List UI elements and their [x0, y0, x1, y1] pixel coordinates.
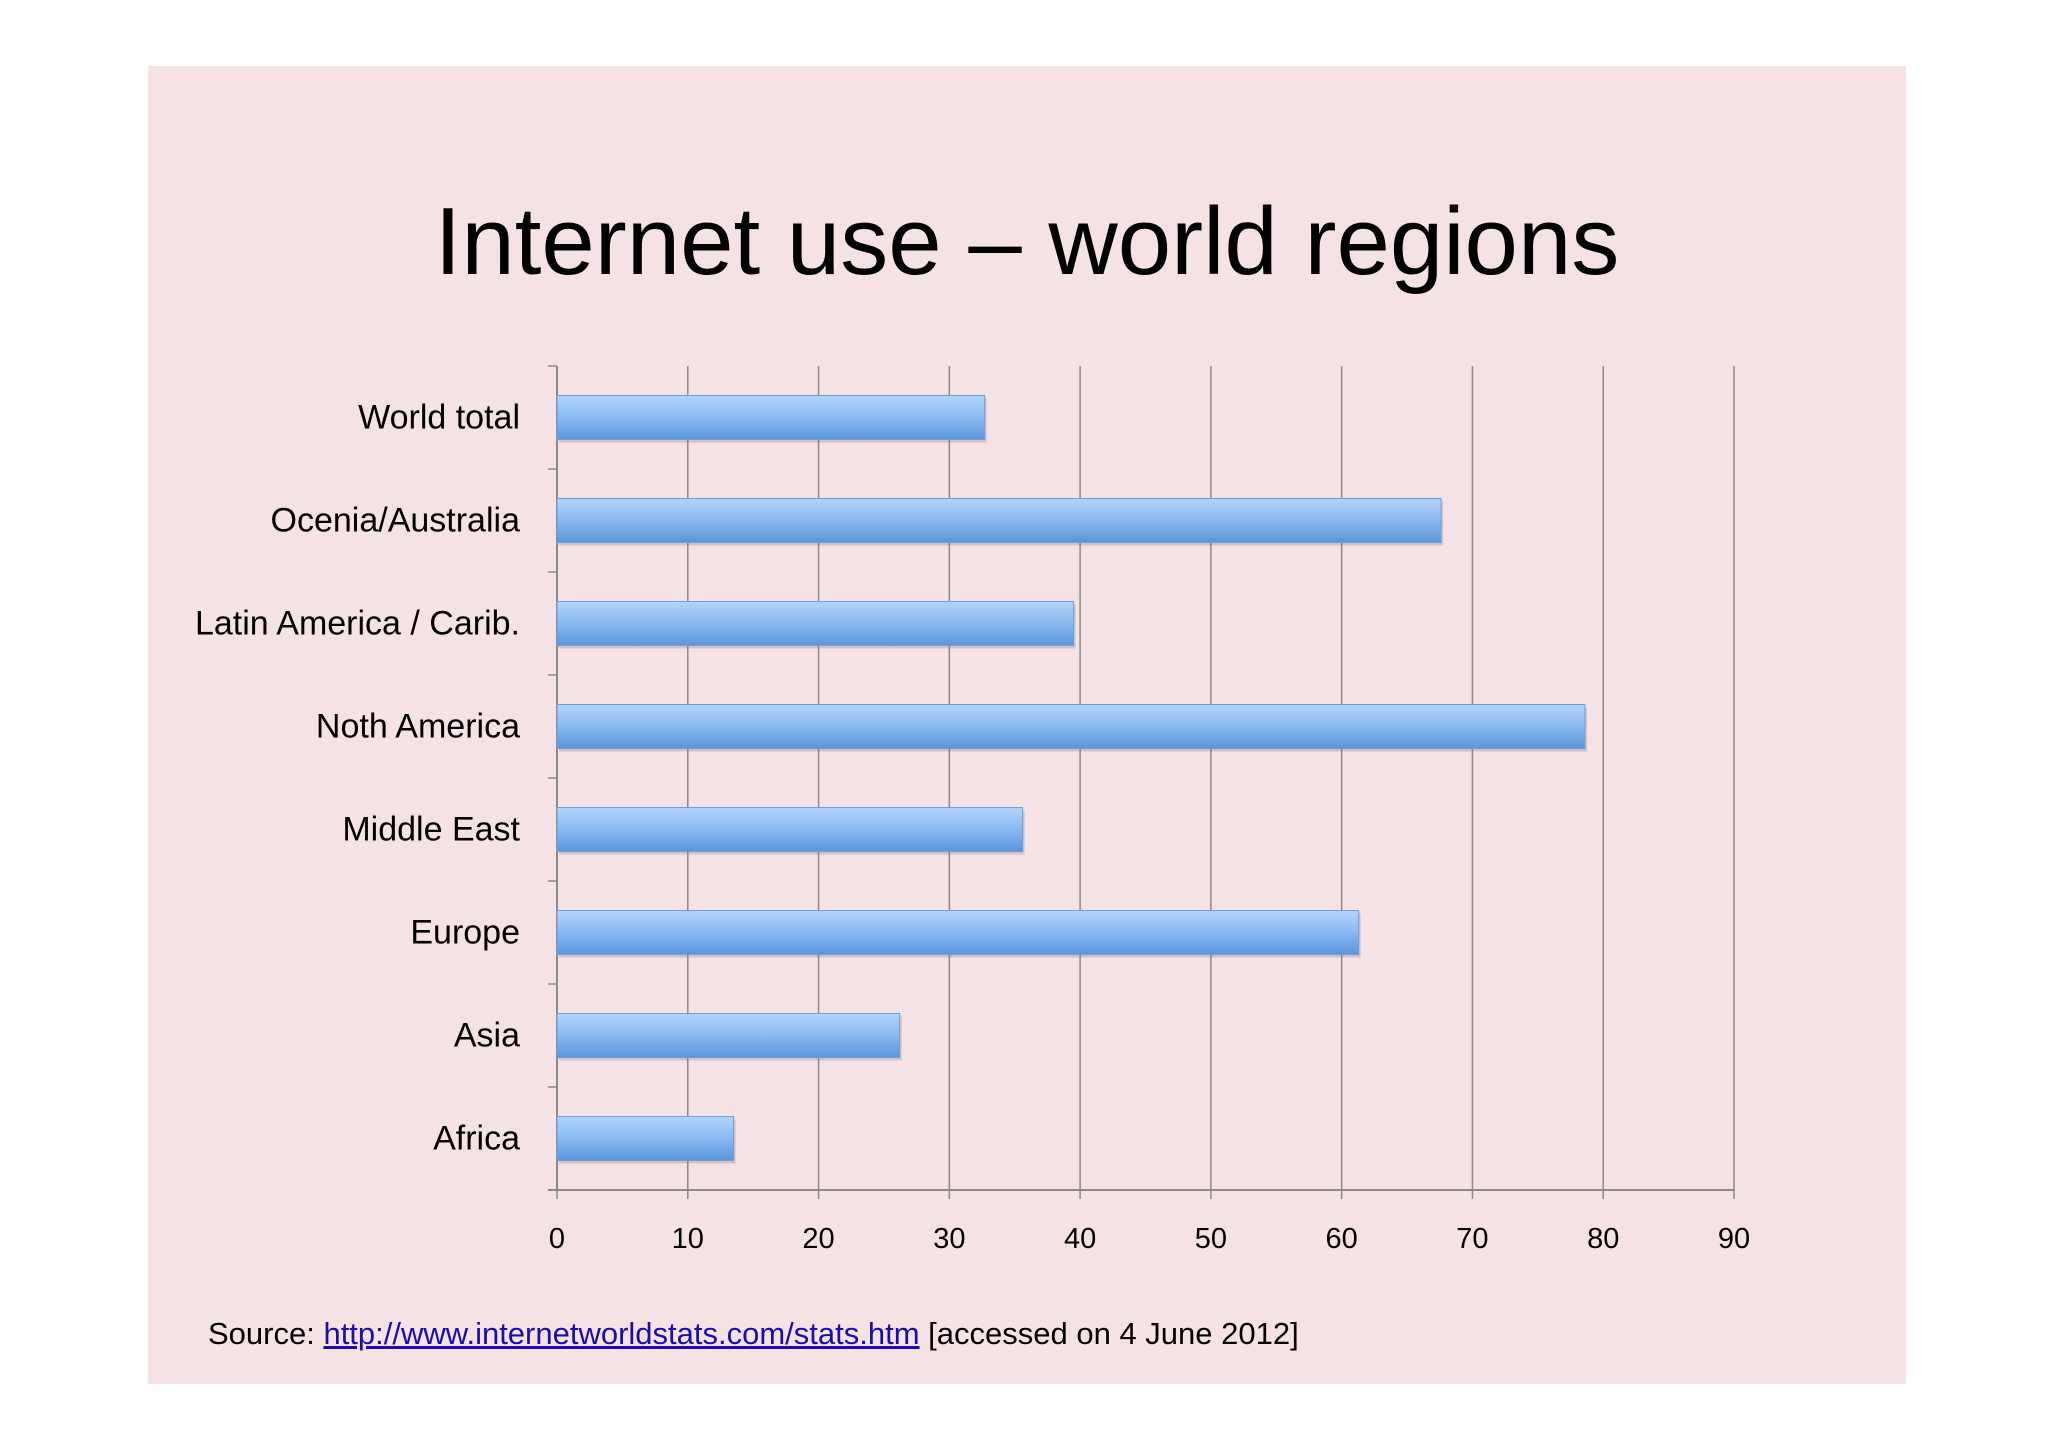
bar — [556, 498, 1442, 543]
bar — [556, 704, 1586, 749]
bar — [556, 807, 1024, 852]
x-tick-label: 60 — [1326, 1223, 1358, 1255]
bar — [556, 1013, 901, 1058]
bar — [556, 1116, 735, 1161]
x-tick-label: 40 — [1064, 1223, 1096, 1255]
source-note: Source: http://www.internetworldstats.co… — [208, 1316, 1299, 1352]
x-tick-label: 80 — [1587, 1223, 1619, 1255]
source-prefix: Source: — [208, 1316, 324, 1351]
category-label: Noth America — [316, 708, 520, 746]
x-tick-label: 50 — [1195, 1223, 1227, 1255]
x-tick-label: 90 — [1718, 1223, 1750, 1255]
bar — [556, 910, 1360, 955]
source-suffix: [accessed on 4 June 2012] — [919, 1316, 1299, 1351]
x-tick-label: 20 — [802, 1223, 834, 1255]
category-label: Latin America / Carib. — [195, 605, 520, 643]
category-label: Africa — [433, 1120, 520, 1158]
bar-chart: 0 10 20 30 40 50 60 70 80 90 World total Ocenia/Aus… — [195, 365, 1750, 1255]
slide: Internet use – world regions 0 10 20 30 40 50… — [148, 66, 1906, 1384]
x-tick-label: 0 — [549, 1223, 565, 1255]
chart-title: Internet use – world regions — [434, 188, 1620, 295]
x-tick-label: 70 — [1456, 1223, 1488, 1255]
source-link[interactable]: http://www.internetworldstats.com/stats.… — [323, 1316, 920, 1351]
category-label: World total — [358, 399, 520, 437]
category-label: Middle East — [342, 811, 520, 849]
bar — [556, 601, 1075, 646]
x-tick-label: 10 — [672, 1223, 704, 1255]
category-label: Asia — [454, 1017, 520, 1055]
category-label: Europe — [410, 914, 520, 952]
x-tick-label: 30 — [933, 1223, 965, 1255]
category-label: Ocenia/Australia — [271, 502, 521, 540]
bar — [556, 395, 986, 440]
